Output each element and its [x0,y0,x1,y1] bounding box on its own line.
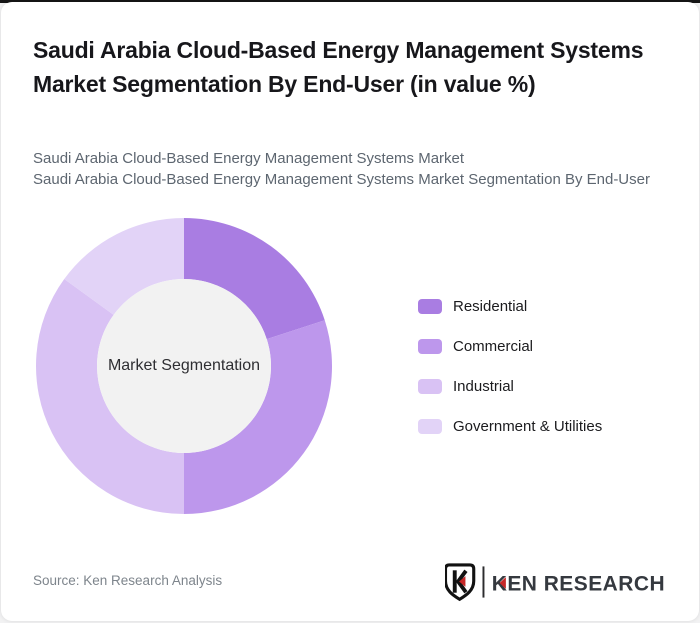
shield-k-icon [445,563,476,602]
legend-item: Industrial [418,378,602,395]
ken-research-logo-svg: KEN RESEARCH [445,563,665,602]
donut-slice-government-utilities [64,218,184,315]
source-note: Source: Ken Research Analysis [33,573,223,588]
donut-slice-residential [184,218,325,340]
legend-label: Residential [453,298,528,315]
legend-item: Residential [418,298,602,315]
donut-svg [35,218,332,514]
legend-swatch [418,419,442,434]
donut-hole [97,279,271,453]
logo-wordmark: KEN RESEARCH [492,571,665,595]
legend-swatch [418,339,442,354]
window-top-edge [0,0,700,3]
donut-slice-industrial [35,279,184,514]
wordmark-red-triangle [499,577,506,589]
legend-label: Government & Utilities [453,418,603,435]
logo-divider [482,566,485,598]
legend-item: Commercial [418,338,602,355]
donut-chart: Market Segmentation [32,214,336,518]
page-title: Saudi Arabia Cloud-Based Energy Manageme… [33,37,644,97]
chart-subtitle: Saudi Arabia Cloud-Based Energy Manageme… [33,148,683,190]
legend-item: Government & Utilities [418,418,602,435]
subtitle-line-2: Saudi Arabia Cloud-Based Energy Manageme… [33,171,650,188]
legend-label: Commercial [453,338,534,355]
legend-swatch [418,379,442,394]
legend-swatch [418,299,442,314]
subtitle-line-1: Saudi Arabia Cloud-Based Energy Manageme… [33,150,465,167]
chart-legend: Residential Commercial Industrial Governmen… [418,298,602,435]
ken-research-logo: KEN RESEARCH [445,562,669,602]
legend-label: Industrial [453,378,514,395]
donut-slice-commercial [184,320,332,514]
shield-red-triangle [459,576,466,587]
